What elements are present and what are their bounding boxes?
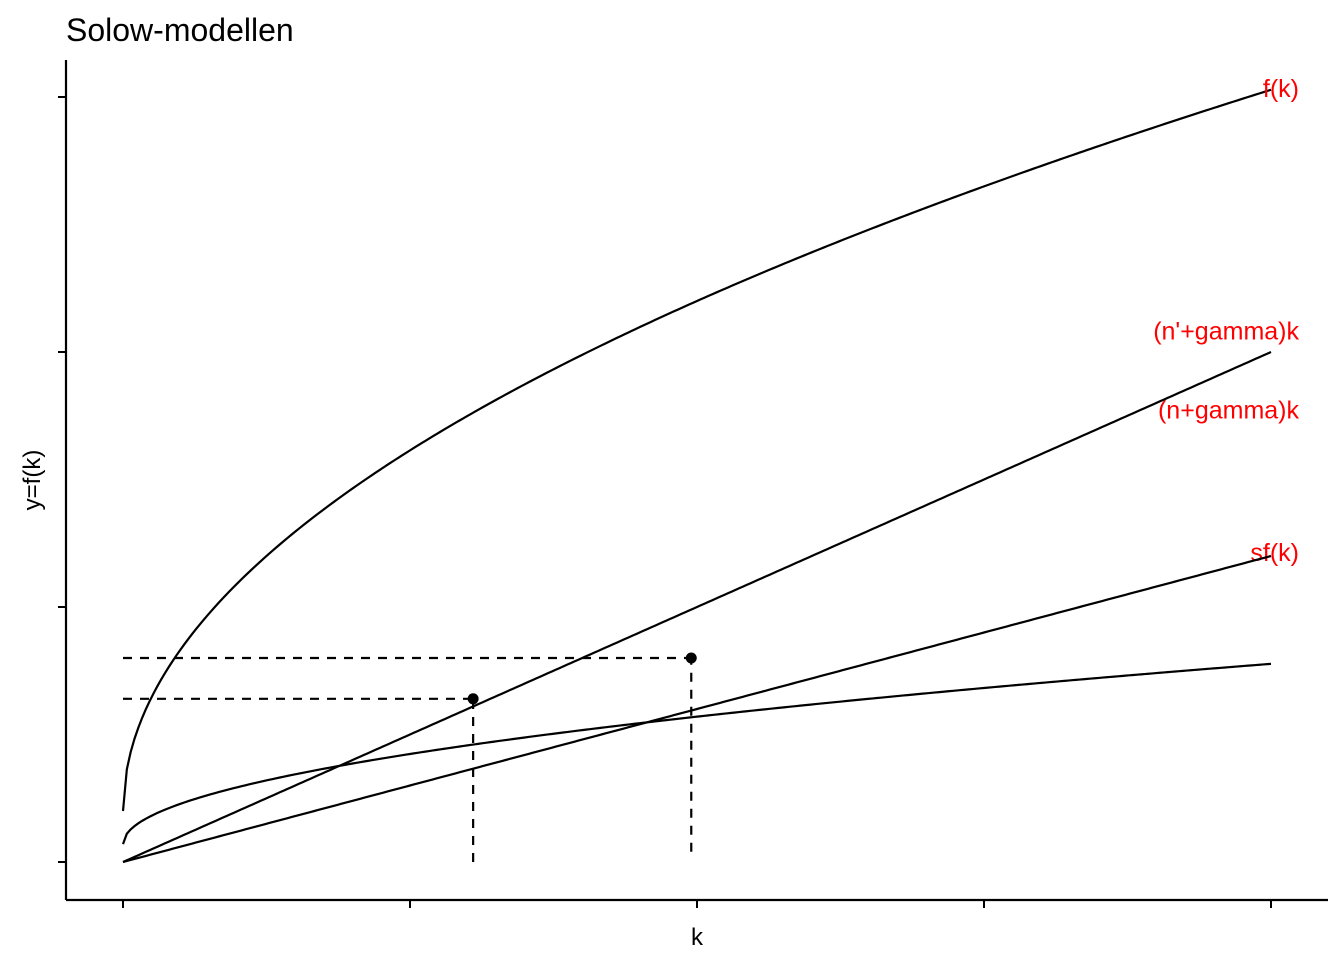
chart-title: Solow-modellen: [66, 12, 294, 48]
series-label-n-gamma-k: (n+gamma)k: [1158, 396, 1300, 424]
series-sf-k-line: [121, 662, 1272, 845]
series-label-sf-k: sf(k): [1250, 539, 1299, 567]
equilibrium-point-0: [467, 693, 479, 705]
y-axis-label: y=f(k): [19, 450, 46, 511]
series-f-k-line: [121, 88, 1272, 812]
series-n-gamma-k-line: [122, 350, 1272, 864]
equilibrium-point-1: [685, 652, 697, 664]
x-axis-label: k: [691, 924, 704, 951]
series-label-f-k: f(k): [1263, 75, 1299, 103]
series-n-gamma-k-line: [122, 554, 1272, 864]
series-label-n-gamma-k: (n'+gamma)k: [1153, 317, 1299, 345]
plot-area: f(k) sf(k) (n'+gamma)k (n+gamma)k: [58, 60, 1328, 908]
